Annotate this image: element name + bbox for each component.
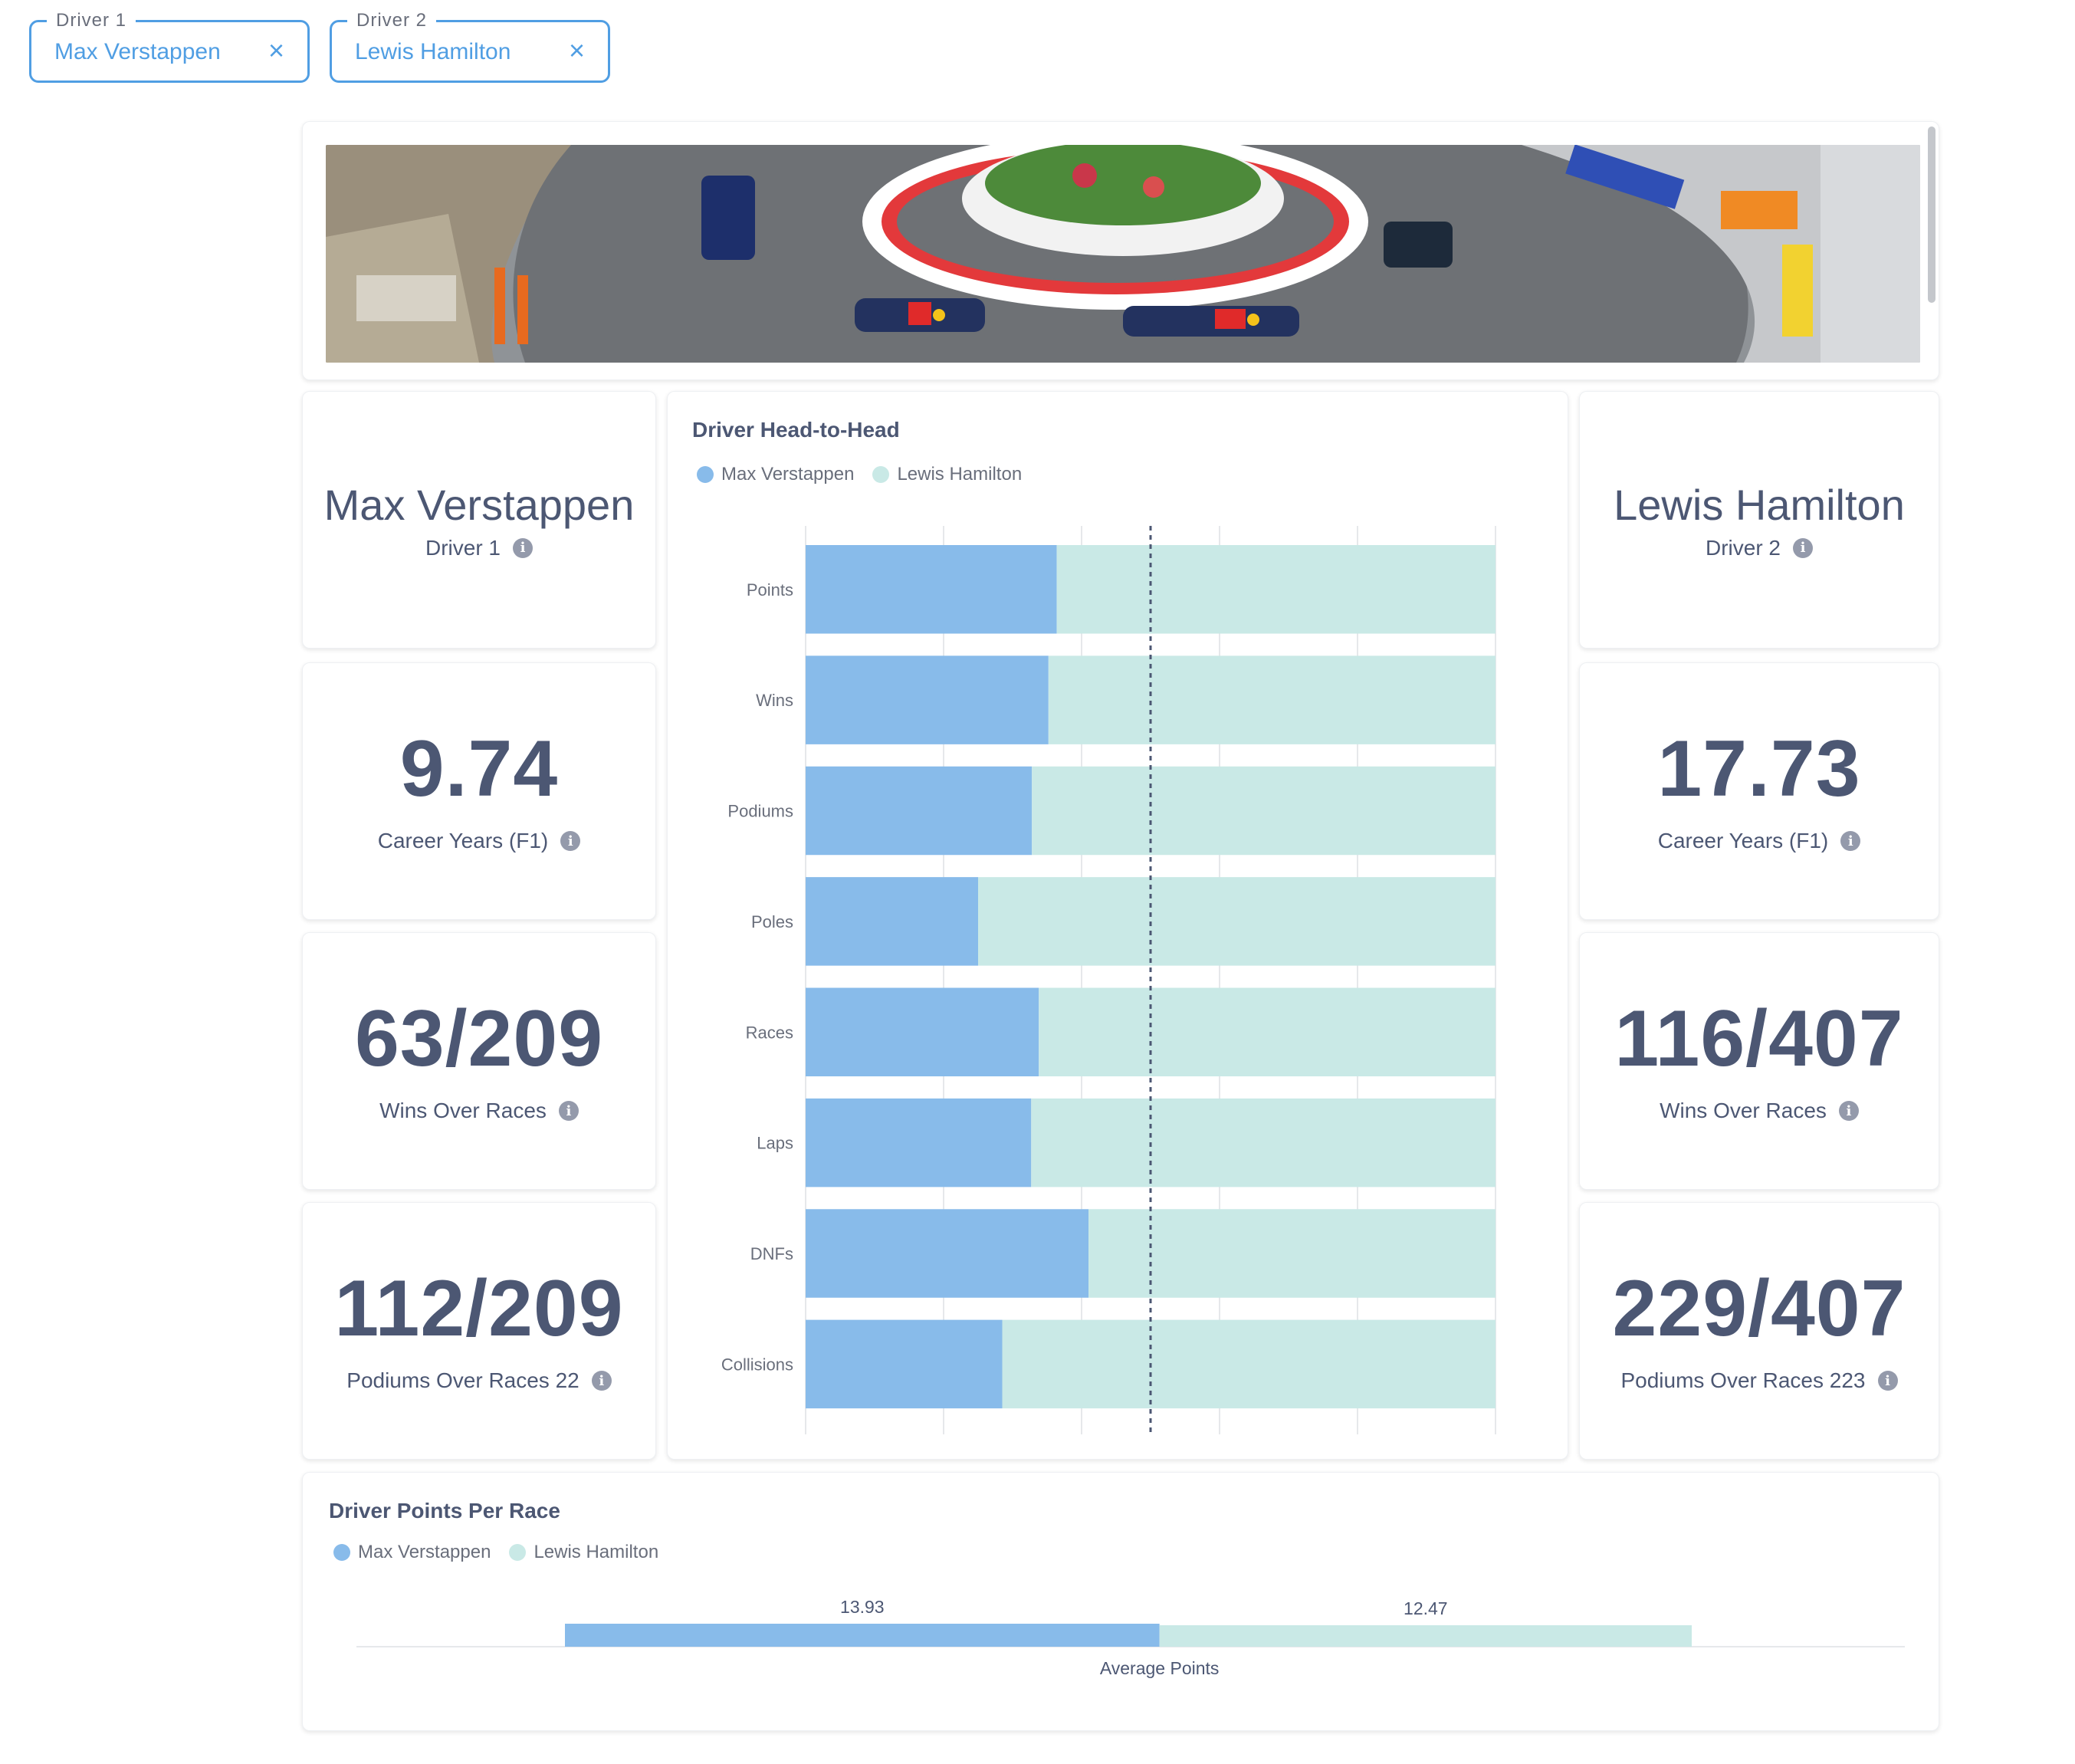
category-label: Races xyxy=(746,1023,793,1042)
close-icon[interactable]: × xyxy=(268,34,284,66)
info-icon[interactable]: i xyxy=(1793,537,1813,558)
driver-1-filter[interactable]: Driver 1 Max Verstappen × xyxy=(29,10,310,83)
driver-1-podiums-value: 112/209 xyxy=(334,1264,624,1353)
driver-1-filter-value[interactable]: Max Verstappen xyxy=(54,39,221,64)
bar-driver-2-races[interactable] xyxy=(1039,987,1496,1077)
bar-driver-2-poles[interactable] xyxy=(978,877,1496,966)
driver-1-role: Driver 1 xyxy=(425,535,501,560)
close-icon[interactable]: × xyxy=(568,34,585,66)
legend-label: Max Verstappen xyxy=(358,1542,491,1562)
driver-2-career-years-card: 17.73 Career Years (F1) i xyxy=(1579,662,1939,920)
driver-1-name-card: Max Verstappen Driver 1 i xyxy=(302,391,656,649)
driver-2-podiums-card: 229/407 Podiums Over Races 223 i xyxy=(1579,1202,1939,1460)
legend-label: Lewis Hamilton xyxy=(897,464,1023,485)
bar-driver-1-poles[interactable] xyxy=(806,877,978,966)
bar-driver-1-podiums[interactable] xyxy=(806,766,1033,856)
info-icon[interactable]: i xyxy=(558,1101,579,1121)
driver-1-wins-value: 63/209 xyxy=(354,994,604,1083)
points-per-race-chart: 13.93 12.47 Average Points xyxy=(356,1597,1905,1678)
category-label: Poles xyxy=(751,912,793,931)
driver-1-filter-label: Driver 1 xyxy=(47,10,136,31)
category-label: Points xyxy=(747,580,793,599)
data-label-driver-2: 12.47 xyxy=(1404,1598,1448,1618)
driver-2-filter-label: Driver 2 xyxy=(347,10,437,31)
driver-2-wins-card: 116/407 Wins Over Races i xyxy=(1579,932,1939,1190)
bar-driver-2-wins[interactable] xyxy=(1048,655,1496,744)
legend-item-driver-1[interactable]: Max Verstappen xyxy=(333,1542,491,1563)
category-label: Average Points xyxy=(1100,1658,1220,1678)
driver-2-podiums-value: 229/407 xyxy=(1612,1264,1906,1353)
legend-item-driver-2[interactable]: Lewis Hamilton xyxy=(872,464,1022,485)
info-icon[interactable]: i xyxy=(560,831,581,851)
bar-driver-1-wins[interactable] xyxy=(806,655,1049,744)
bar-driver-2-collisions[interactable] xyxy=(1002,1319,1496,1409)
driver-2-filter-value[interactable]: Lewis Hamilton xyxy=(355,39,511,64)
race-photo-illustration xyxy=(326,145,1920,363)
driver-2-name-card: Lewis Hamilton Driver 2 i xyxy=(1579,391,1939,649)
legend-label: Max Verstappen xyxy=(721,464,855,485)
info-icon[interactable]: i xyxy=(1877,1371,1898,1391)
category-label: Wins xyxy=(756,691,793,710)
legend-swatch xyxy=(509,1544,527,1561)
points-per-race-title: Driver Points Per Race xyxy=(329,1499,560,1523)
info-icon[interactable]: i xyxy=(1840,831,1861,851)
bar-driver-2-laps[interactable] xyxy=(1031,1098,1496,1187)
legend-swatch xyxy=(697,466,714,483)
banner-card xyxy=(302,121,1939,380)
head-to-head-title: Driver Head-to-Head xyxy=(692,418,900,442)
podiums-over-races-label: Podiums Over Races 223 xyxy=(1620,1368,1866,1392)
driver-2-filter[interactable]: Driver 2 Lewis Hamilton × xyxy=(330,10,610,83)
data-label-driver-1: 13.93 xyxy=(840,1597,885,1617)
head-to-head-chart: Points Wins Podiums Poles Races Laps DNFs Colli… xyxy=(721,526,1496,1434)
head-to-head-legend: Max Verstappen Lewis Hamilton xyxy=(697,464,1022,485)
head-to-head-card: Driver Head-to-Head Max Verstappen Lewis… xyxy=(667,391,1568,1460)
driver-2-role: Driver 2 xyxy=(1705,535,1781,560)
category-label: Laps xyxy=(757,1134,793,1153)
legend-label: Lewis Hamilton xyxy=(534,1542,659,1562)
bar-driver-2-average-points[interactable] xyxy=(1159,1625,1692,1647)
bar-driver-1-average-points[interactable] xyxy=(565,1624,1160,1647)
legend-item-driver-1[interactable]: Max Verstappen xyxy=(697,464,854,485)
bar-driver-1-races[interactable] xyxy=(806,987,1039,1077)
driver-2-name: Lewis Hamilton xyxy=(1614,480,1905,529)
info-icon[interactable]: i xyxy=(513,537,533,558)
legend-item-driver-2[interactable]: Lewis Hamilton xyxy=(509,1542,658,1563)
race-banner-image xyxy=(326,145,1920,363)
driver-2-wins-value: 116/407 xyxy=(1614,994,1904,1083)
podiums-over-races-label: Podiums Over Races 22 xyxy=(346,1368,579,1392)
points-per-race-legend: Max Verstappen Lewis Hamilton xyxy=(333,1542,658,1563)
bar-driver-1-collisions[interactable] xyxy=(806,1319,1003,1409)
bar-driver-2-dnfs[interactable] xyxy=(1088,1209,1496,1298)
bar-driver-2-podiums[interactable] xyxy=(1032,766,1496,856)
info-icon[interactable]: i xyxy=(1838,1101,1859,1121)
legend-swatch xyxy=(333,1544,350,1561)
career-years-label: Career Years (F1) xyxy=(377,829,549,852)
bar-driver-1-dnfs[interactable] xyxy=(806,1209,1088,1298)
bar-driver-2-points[interactable] xyxy=(1056,545,1496,634)
wins-over-races-label: Wins Over Races xyxy=(1660,1099,1827,1122)
driver-1-name: Max Verstappen xyxy=(323,480,635,529)
category-label: DNFs xyxy=(750,1244,793,1263)
category-label: Collisions xyxy=(721,1355,793,1374)
driver-1-career-years-card: 9.74 Career Years (F1) i xyxy=(302,662,656,920)
driver-1-career-years-value: 9.74 xyxy=(399,724,559,813)
points-per-race-card: Driver Points Per Race Max Verstappen Le… xyxy=(302,1472,1939,1731)
info-icon[interactable]: i xyxy=(591,1371,612,1391)
driver-1-podiums-card: 112/209 Podiums Over Races 22 i xyxy=(302,1202,656,1460)
bar-driver-1-points[interactable] xyxy=(806,545,1057,634)
legend-swatch xyxy=(872,466,890,483)
driver-2-career-years-value: 17.73 xyxy=(1657,724,1861,813)
wins-over-races-label: Wins Over Races xyxy=(379,1099,547,1122)
bar-driver-1-laps[interactable] xyxy=(806,1098,1032,1187)
career-years-label: Career Years (F1) xyxy=(1657,829,1829,852)
category-label: Podiums xyxy=(727,802,793,821)
banner-scrollbar[interactable] xyxy=(1928,126,1935,303)
driver-1-wins-card: 63/209 Wins Over Races i xyxy=(302,932,656,1190)
